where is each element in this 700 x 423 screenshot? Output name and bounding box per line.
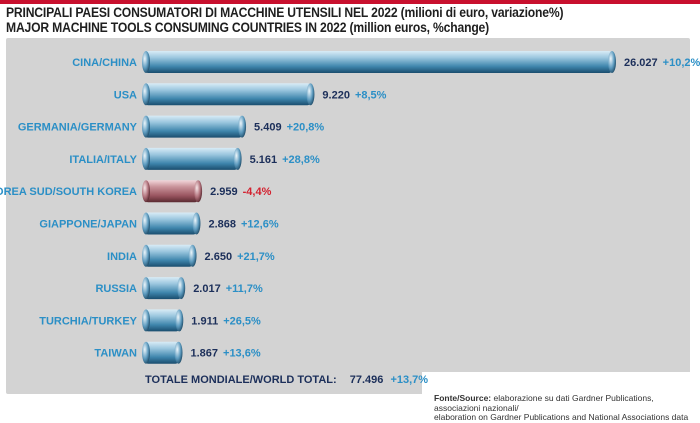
bar-cap-right-russia [177, 277, 186, 300]
category-label-germania-germany: GERMANIA/GERMANY [18, 122, 138, 134]
bar-russia [145, 277, 182, 300]
bar-germania-germany [145, 115, 243, 138]
change-label-taiwan: +13,6% [223, 348, 261, 360]
category-label-giappone-japan: GIAPPONE/JAPAN [39, 219, 137, 231]
change-label-turchia-turkey: +26,5% [223, 315, 261, 327]
category-label-cina-china: CINA/CHINA [72, 57, 137, 69]
bar-india [145, 244, 193, 267]
bar-cap-right-corea-sud-south-korea [194, 180, 203, 203]
source-line-1: elaborazione su dati Gardner Publication… [434, 393, 654, 413]
chart-panel [6, 38, 690, 394]
value-label-italia-italy: 5.161 [250, 154, 278, 166]
world-total: TOTALE MONDIALE/WORLD TOTAL: 77.496 +13,… [145, 374, 428, 386]
change-label-italia-italy: +28,8% [282, 154, 320, 166]
world-total-change: +13,7% [390, 374, 429, 386]
bar-cap-left-cina-china [142, 51, 150, 73]
category-label-russia: RUSSIA [95, 283, 137, 295]
bar-cap-right-turchia-turkey [175, 309, 184, 332]
bar-giappone-japan [145, 212, 197, 235]
bar-cap-left-giappone-japan [142, 212, 150, 235]
bar-cap-left-usa [142, 83, 150, 106]
value-label-turchia-turkey: 1.911 [191, 315, 218, 327]
category-label-corea-sud-south-korea: COREA SUD/SOUTH KOREA [0, 186, 137, 198]
bar-cap-left-turchia-turkey [142, 309, 150, 332]
bar-cap-left-russia [142, 277, 150, 300]
category-label-turchia-turkey: TURCHIA/TURKEY [39, 315, 137, 327]
world-total-value: 77.496 [349, 374, 384, 386]
source-label: Fonte/Source: [434, 393, 492, 403]
chart-title-italian: PRINCIPALI PAESI CONSUMATORI DI MACCHINE… [6, 5, 564, 20]
bar-cap-right-giappone-japan [192, 212, 201, 235]
bar-turchia-turkey [145, 309, 180, 332]
bar-cap-left-india [142, 244, 150, 267]
change-label-usa: +8,5% [355, 89, 387, 101]
value-label-giappone-japan: 2.868 [208, 219, 236, 231]
change-label-india: +21,7% [237, 251, 275, 263]
change-label-germania-germany: +20,8% [287, 122, 325, 134]
bar-italia-italy [145, 147, 238, 170]
bar-cap-right-cina-china [608, 51, 616, 73]
change-label-corea-sud-south-korea: -4,4% [243, 186, 272, 198]
category-label-taiwan: TAIWAN [94, 348, 137, 360]
bar-cap-right-germania-germany [238, 115, 247, 138]
change-label-cina-china: +10,2% [663, 57, 700, 69]
category-label-india: INDIA [107, 251, 137, 263]
chart-title-english: MAJOR MACHINE TOOLS CONSUMING COUNTRIES … [6, 20, 490, 35]
world-total-label: TOTALE MONDIALE/WORLD TOTAL: [145, 374, 337, 386]
bar-cap-left-corea-sud-south-korea [142, 180, 150, 203]
value-label-taiwan: 1.867 [190, 348, 218, 360]
bar-usa [145, 83, 311, 106]
value-label-usa: 9.220 [322, 89, 350, 101]
bar-cap-right-taiwan [174, 341, 183, 364]
bar-corea-sud-south-korea [145, 180, 199, 203]
bar-cap-left-italia-italy [142, 147, 150, 170]
value-label-corea-sud-south-korea: 2.959 [210, 186, 238, 198]
accent-bar [0, 0, 700, 4]
category-label-italia-italy: ITALIA/ITALY [69, 154, 137, 166]
bar-taiwan [145, 341, 179, 364]
value-label-cina-china: 26.027 [624, 57, 658, 69]
source-note: Fonte/Source: elaborazione su dati Gardn… [434, 393, 696, 423]
category-label-usa: USA [114, 89, 137, 101]
bar-chart: CINA/CHINA 26.027 +10,2% USA 9.220 +8,5% GERMA… [0, 51, 700, 364]
bar-cap-left-taiwan [142, 341, 150, 364]
value-label-russia: 2.017 [193, 283, 221, 295]
change-label-russia: +11,7% [226, 283, 263, 295]
bar-cap-right-usa [306, 83, 315, 106]
bar-cap-left-germania-germany [142, 115, 150, 138]
bar-cap-right-italia-italy [233, 147, 242, 170]
value-label-india: 2.650 [205, 251, 233, 263]
bar-cina-china [145, 51, 612, 73]
change-label-giappone-japan: +12,6% [241, 219, 279, 231]
panel-notch [422, 372, 690, 394]
bar-cap-right-india [188, 244, 197, 267]
value-label-germania-germany: 5.409 [254, 122, 282, 134]
